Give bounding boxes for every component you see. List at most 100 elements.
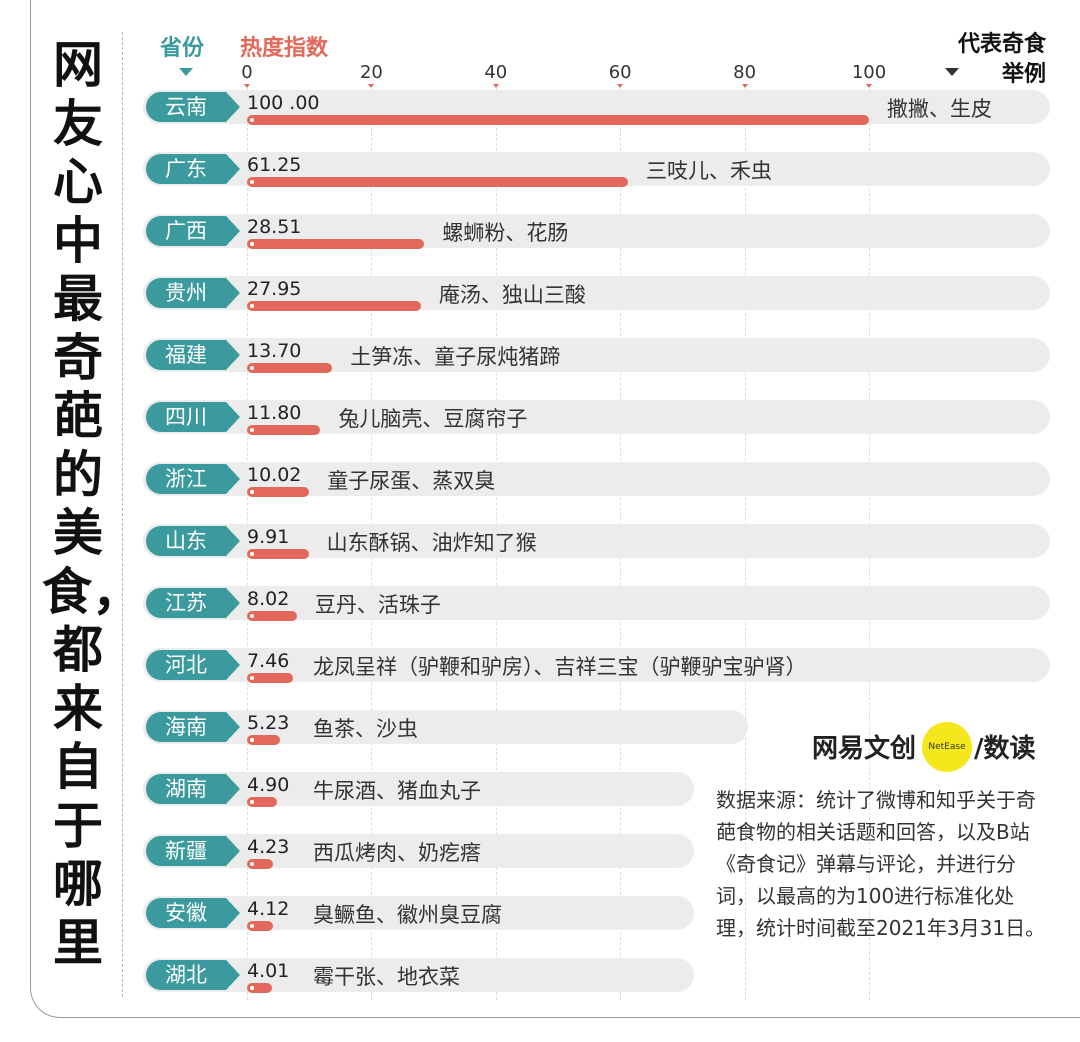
bar [247,921,273,931]
divider-line [122,32,123,997]
x-tick-label: 60 [608,62,632,83]
food-example: 山东酥锅、油炸知了猴 [326,531,537,555]
logo-shudu: /数读 [974,734,1036,764]
bar [247,301,421,311]
province-label: 海南 [146,712,240,742]
bar [247,549,309,559]
x-tick-mark [492,84,499,88]
food-example: 牛尿酒、猪血丸子 [313,779,481,803]
food-example: 童子尿蛋、蒸双臭 [327,469,496,493]
food-example: 庵汤、独山三酸 [438,283,586,307]
x-tick-mark [866,84,872,88]
province-label: 河北 [146,650,240,680]
logo-badge: NetEase [922,722,972,772]
province-label: 新疆 [146,836,240,866]
province-label: 江苏 [146,588,240,618]
province-label: 浙江 [146,464,240,494]
x-tick-label: 100 [851,62,887,83]
food-example: 臭鳜鱼、徽州臭豆腐 [313,903,502,927]
bar-dot [250,676,254,680]
bar-dot [250,862,254,866]
food-example: 三吱儿、禾虫 [645,159,772,183]
bar [247,239,425,249]
bar [247,487,310,497]
food-header: 代表奇食 举例 [958,30,1046,90]
province-label: 福建 [146,340,240,370]
food-arrow-icon [945,68,959,76]
bar [247,735,280,745]
food-example: 螺蛳粉、花肠 [442,221,569,245]
x-tick-label: 40 [484,62,508,83]
logo-netease: 网易文创 [812,734,917,764]
value-label: 8.02 [247,588,290,610]
x-tick-mark [617,84,624,88]
bar-dot [250,242,254,246]
food-example: 豆丹、活珠子 [314,593,441,617]
value-label: 4.90 [247,774,290,796]
province-header: 省份 [160,36,205,61]
x-tick-label: 0 [241,62,253,83]
bar-dot [250,738,254,742]
province-label: 广东 [146,154,240,184]
x-tick-label: 20 [359,62,383,83]
bar [247,859,274,869]
value-label: 4.23 [247,836,290,858]
bar-dot [250,118,254,122]
value-label: 9.91 [247,526,290,548]
value-label: 4.12 [247,898,290,920]
x-tick-label: 80 [733,62,757,83]
source-note: 数据来源：统计了微博和知乎关于奇葩食物的相关话题和回答，以及B站《奇食记》弹幕与… [716,788,1046,940]
value-label: 5.23 [247,712,290,734]
food-example: 霉干张、地衣菜 [313,965,460,989]
bar-dot [250,986,254,990]
bar-dot [250,800,254,804]
bar [247,611,297,621]
bar-dot [250,614,254,618]
food-example: 西瓜烤肉、奶疙瘩 [313,841,481,865]
province-label: 安徽 [146,898,240,928]
value-label: 11.80 [247,402,302,424]
food-example: 土笋冻、童子尿炖猪蹄 [350,345,561,369]
food-header-line2: 举例 [1001,62,1046,87]
province-label: 山东 [146,526,240,556]
bar [247,983,272,993]
x-tick-mark [368,84,375,88]
x-tick-mark [741,84,748,88]
bar [247,363,333,373]
value-label: 7.46 [247,650,290,672]
value-label: 28.51 [247,216,302,238]
heat-header: 热度指数 [240,36,329,61]
bar [247,177,628,187]
value-label: 10.02 [247,464,302,486]
food-example: 撒撇、生皮 [887,97,992,121]
bar-dot [250,924,254,928]
province-label: 云南 [146,92,240,122]
value-label: 27.95 [247,278,302,300]
row-track [143,648,1050,682]
value-label: 100 .00 [247,92,320,114]
province-label: 广西 [146,216,240,246]
bar-dot [250,428,254,432]
value-label: 13.70 [247,340,302,362]
province-label: 四川 [146,402,240,432]
bar-dot [250,366,254,370]
bar [247,115,869,125]
food-example: 鱼茶、沙虫 [313,717,418,741]
food-example: 龙凤呈祥（驴鞭和驴房）、吉祥三宝（驴鞭驴宝驴肾） [313,655,807,679]
bar-dot [250,304,254,308]
value-label: 4.01 [247,960,290,982]
province-label: 湖北 [146,960,240,990]
border-frame [30,0,1080,1018]
province-label: 贵州 [146,278,240,308]
food-example: 兔儿脑壳、豆腐帘子 [338,407,528,431]
bar [247,425,321,435]
province-label: 湖南 [146,774,240,804]
page-title: 网友心中最奇葩的美食，都来自于哪里 [42,36,142,972]
bar-dot [250,180,254,184]
bar-dot [250,552,254,556]
x-tick-mark [244,84,250,88]
province-arrow-icon [179,68,193,76]
value-label: 61.25 [247,154,302,176]
bar [247,797,278,807]
food-header-line1: 代表奇食 [957,32,1046,57]
